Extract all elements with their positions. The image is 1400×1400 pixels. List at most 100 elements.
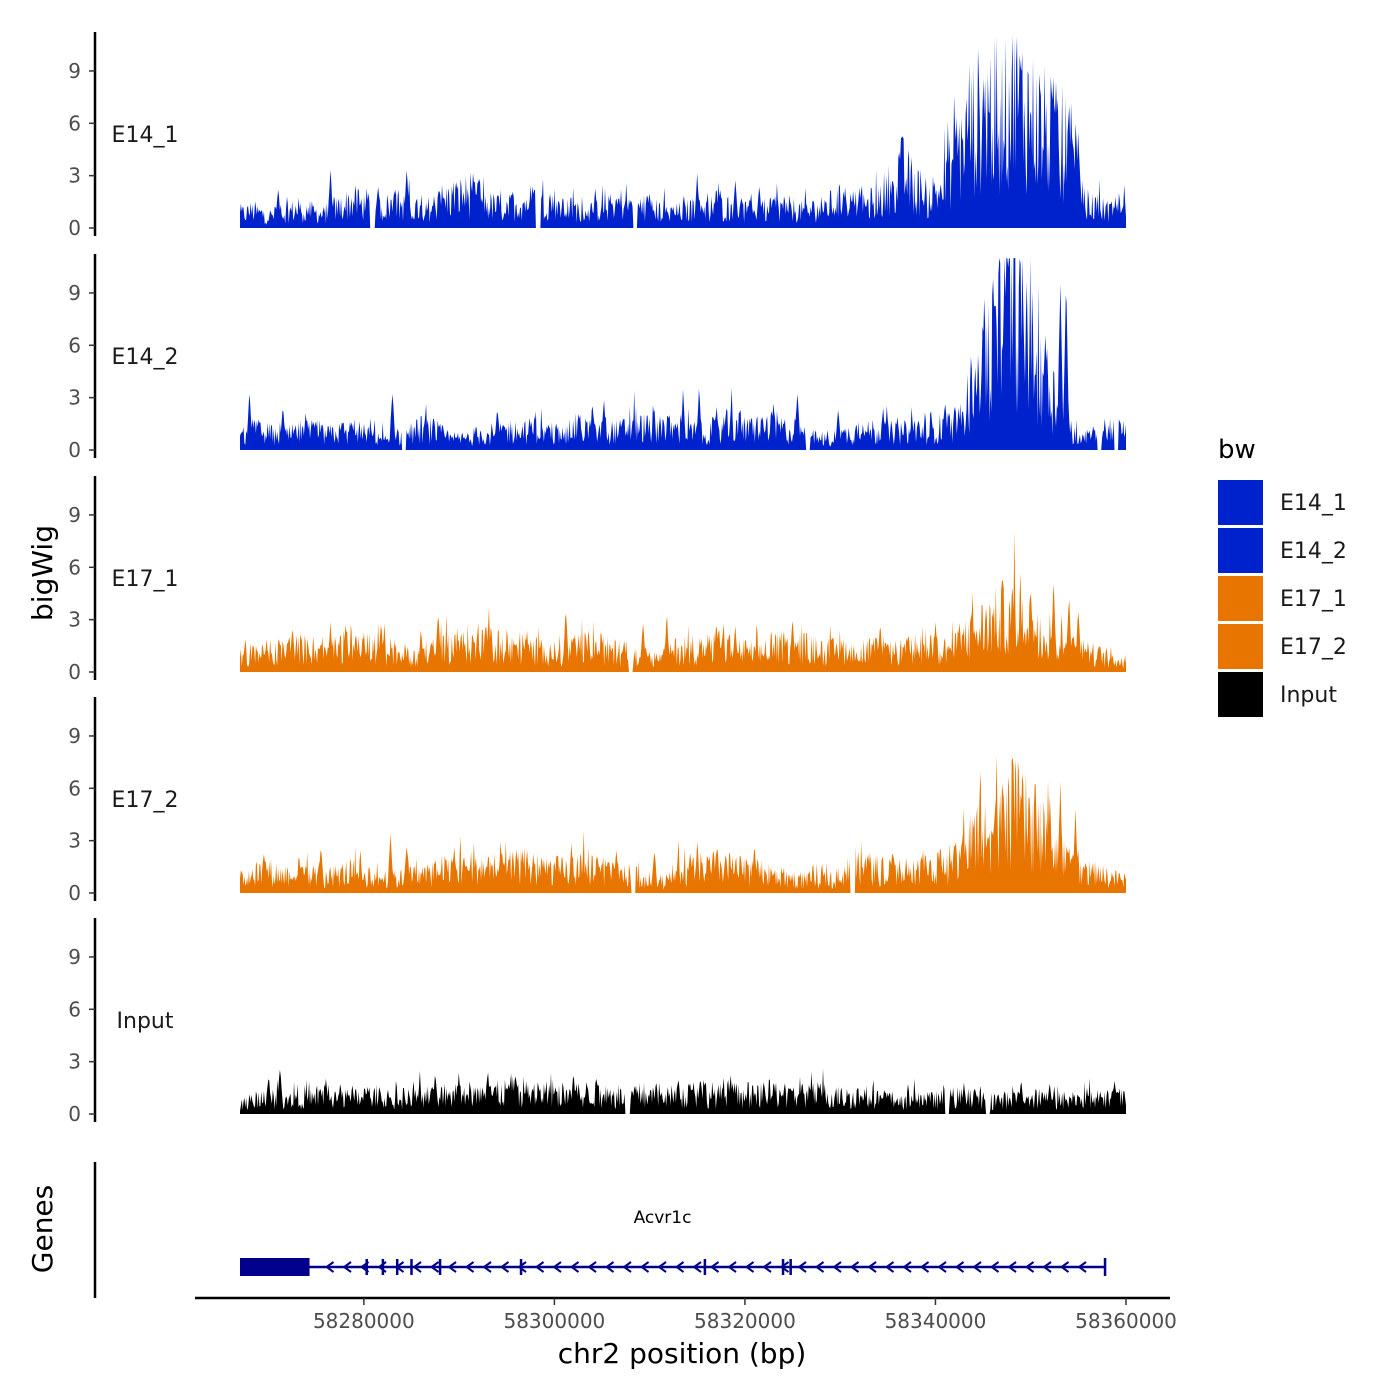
strand-chevron-icon <box>832 1261 842 1273</box>
strand-chevron-icon <box>517 1261 527 1273</box>
x-tick-label-58300000: 58300000 <box>503 1309 605 1333</box>
strand-chevron-icon <box>604 1261 615 1273</box>
strand-chevron-icon <box>447 1261 457 1273</box>
signal-area-Input <box>240 1068 1126 1114</box>
strand-chevron-icon <box>657 1261 667 1273</box>
y-tick-label-E17_1-3: 3 <box>68 608 81 632</box>
y-tick-label-E17_2-0: 0 <box>68 881 81 905</box>
y-tick-label-E17_1-9: 9 <box>68 503 81 527</box>
strand-chevron-icon <box>482 1261 492 1273</box>
y-tick-label-Input-6: 6 <box>68 997 81 1021</box>
strand-chevron-icon <box>919 1261 930 1273</box>
legend-entry-E17_1: E17_1 <box>1218 576 1347 621</box>
strand-chevron-icon <box>622 1261 632 1273</box>
legend: bw E14_1 E14_2 E17_1 E17_2 Input <box>1218 435 1347 717</box>
track-E14_1: 0 3 6 9 E14_1 <box>68 32 1126 240</box>
strand-chevron-icon <box>779 1261 790 1273</box>
legend-label-E14_1: E14_1 <box>1280 491 1347 516</box>
signal-area-E14_1 <box>240 36 1126 228</box>
signal-area-E17_2 <box>240 755 1126 893</box>
y-tick-label-E14_2-6: 6 <box>68 333 81 357</box>
track-label-E14_1: E14_1 <box>112 123 179 148</box>
strand-chevron-icon <box>534 1261 545 1273</box>
strand-chevron-icon <box>552 1261 562 1273</box>
legend-key-E17_2 <box>1218 624 1263 669</box>
y-tick-label-Input-0: 0 <box>68 1102 81 1126</box>
signal-area-E17_1 <box>240 530 1126 672</box>
track-Input: 0 3 6 9 Input <box>68 918 1126 1126</box>
x-tick-label-58360000: 58360000 <box>1075 1309 1177 1333</box>
y-tick-label-Input-9: 9 <box>68 945 81 969</box>
legend-label-E14_2: E14_2 <box>1280 539 1347 564</box>
legend-key-E14_1 <box>1218 480 1263 525</box>
strand-chevron-icon <box>989 1261 1000 1273</box>
strand-chevron-icon <box>884 1261 895 1273</box>
legend-entry-E17_2: E17_2 <box>1218 624 1347 669</box>
gene-panel: Acvr1c <box>93 1162 1107 1298</box>
strand-chevron-icon <box>902 1261 912 1273</box>
strand-chevron-icon <box>569 1261 580 1273</box>
strand-chevron-icon <box>744 1261 755 1273</box>
bigwig-tracks: 0 3 6 9 E14_1 0 3 6 9 E14_2 0 3 6 9 E17_1 0 3 6 9 E17_2 0 3 6 9… <box>68 32 1126 1126</box>
y-tick-label-E17_2-9: 9 <box>68 724 81 748</box>
strand-chevron-icon <box>709 1261 720 1273</box>
y-tick-label-E14_2-3: 3 <box>68 386 81 410</box>
strand-chevron-icon <box>1059 1261 1070 1273</box>
strand-chevron-icon <box>797 1261 807 1273</box>
y-tick-label-E17_2-6: 6 <box>68 776 81 800</box>
legend-entry-E14_1: E14_1 <box>1218 480 1347 525</box>
genes-axis-title: Genes <box>26 1185 59 1273</box>
strand-chevron-icon <box>499 1261 510 1273</box>
strand-chevron-icon <box>1042 1261 1052 1273</box>
x-tick-label-58320000: 58320000 <box>694 1309 796 1333</box>
gene-Acvr1c: Acvr1c <box>240 1208 1107 1276</box>
strand-chevron-icon <box>324 1261 335 1273</box>
track-label-E14_2: E14_2 <box>112 345 179 370</box>
legend-label-Input: Input <box>1280 683 1337 708</box>
strand-chevron-icon <box>1024 1261 1035 1273</box>
y-tick-label-Input-3: 3 <box>68 1050 81 1074</box>
track-label-Input: Input <box>117 1009 174 1034</box>
y-tick-label-E17_1-0: 0 <box>68 660 81 684</box>
legend-title: bw <box>1218 435 1256 465</box>
strand-chevron-icon <box>972 1261 982 1273</box>
signal-area-E14_2 <box>240 258 1126 450</box>
strand-chevron-icon <box>762 1261 772 1273</box>
y-axis-title: bigWig <box>26 525 59 621</box>
gene-label: Acvr1c <box>634 1208 692 1228</box>
strand-chevron-icon <box>639 1261 650 1273</box>
strand-chevron-icon <box>867 1261 877 1273</box>
x-axis-title: chr2 position (bp) <box>558 1337 807 1370</box>
legend-entry-E14_2: E14_2 <box>1218 528 1347 573</box>
legend-label-E17_2: E17_2 <box>1280 635 1347 660</box>
track-E17_2: 0 3 6 9 E17_2 <box>68 697 1126 905</box>
track-label-E17_1: E17_1 <box>112 567 179 592</box>
y-tick-label-E14_2-0: 0 <box>68 438 81 462</box>
strand-chevron-icon <box>954 1261 965 1273</box>
strand-chevron-icon <box>727 1261 737 1273</box>
legend-label-E17_1: E17_1 <box>1280 587 1347 612</box>
legend-entry-Input: Input <box>1218 672 1337 717</box>
x-tick-label-58340000: 58340000 <box>885 1309 987 1333</box>
y-tick-label-E14_1-9: 9 <box>68 59 81 83</box>
y-tick-label-E14_1-3: 3 <box>68 164 81 188</box>
strand-chevron-icon <box>464 1261 475 1273</box>
strand-chevron-icon <box>849 1261 860 1273</box>
y-tick-label-E14_2-9: 9 <box>68 281 81 305</box>
legend-key-Input <box>1218 672 1263 717</box>
y-tick-label-E17_1-6: 6 <box>68 555 81 579</box>
legend-key-E14_2 <box>1218 528 1263 573</box>
y-tick-label-E14_1-6: 6 <box>68 111 81 135</box>
track-E17_1: 0 3 6 9 E17_1 <box>68 476 1126 684</box>
strand-chevron-icon <box>1077 1261 1087 1273</box>
y-tick-label-E14_1-0: 0 <box>68 216 81 240</box>
strand-chevron-icon <box>587 1261 597 1273</box>
track-label-E17_2: E17_2 <box>112 788 179 813</box>
strand-chevron-icon <box>674 1261 685 1273</box>
track-E14_2: 0 3 6 9 E14_2 <box>68 254 1126 462</box>
strand-chevron-icon <box>429 1261 440 1273</box>
gene-utr-block <box>240 1258 310 1276</box>
x-axis: 58280000 58300000 58320000 58340000 58360000 <box>195 1296 1177 1333</box>
strand-chevron-icon <box>412 1261 422 1273</box>
